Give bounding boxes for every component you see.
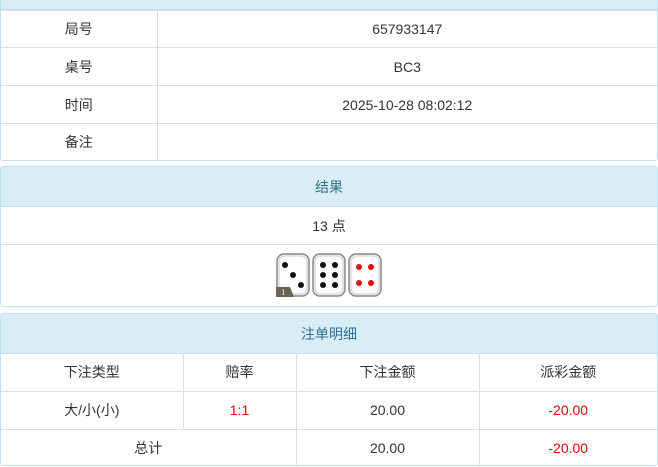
total-row: 总计 20.00 -20.00 [1, 428, 657, 465]
bets-title: 注单明细 [1, 314, 657, 354]
total-amount: 20.00 [295, 428, 480, 465]
label: 时间 [1, 85, 158, 124]
info-panel-header [1, 0, 657, 10]
label: 桌号 [1, 47, 158, 86]
bet-type: 大/小(小) [1, 390, 184, 430]
col-payout: 派彩金额 [478, 354, 657, 392]
time-value: 2025-10-28 08:02:12 [156, 85, 657, 124]
die-3: i [276, 253, 310, 297]
bets-table: 下注类型 赔率 下注金额 派彩金额 大/小(小) 1:1 20.00 -20.0… [1, 354, 657, 465]
result-title: 结果 [1, 167, 657, 207]
info-row-time: 时间 2025-10-28 08:02:12 [1, 85, 657, 124]
result-panel: 结果 13 点 i [0, 166, 658, 307]
dice-row: i [1, 245, 657, 305]
bet-odds: 1:1 [182, 390, 297, 430]
col-type: 下注类型 [1, 354, 184, 392]
col-odds: 赔率 [182, 354, 297, 392]
info-row-round: 局号 657933147 [1, 10, 657, 48]
bets-panel: 注单明细 下注类型 赔率 下注金额 派彩金额 大/小(小) 1:1 20.00 … [0, 313, 658, 466]
info-row-table: 桌号 BC3 [1, 47, 657, 86]
svg-text:i: i [282, 288, 285, 297]
round-number: 657933147 [156, 10, 657, 48]
die-4 [348, 253, 382, 297]
info-row-remark: 备注 [1, 123, 657, 160]
die-6 [312, 253, 346, 297]
col-amount: 下注金额 [295, 354, 480, 392]
info-panel: 局号 657933147 桌号 BC3 时间 2025-10-28 08:02:12 … [0, 0, 658, 161]
total-payout: -20.00 [478, 428, 657, 465]
label: 备注 [1, 123, 158, 160]
result-points: 13 点 [1, 207, 657, 245]
table-row: 大/小(小) 1:1 20.00 -20.00 [1, 390, 657, 430]
table-number: BC3 [156, 47, 657, 86]
remark-value [156, 123, 657, 160]
info-table: 局号 657933147 桌号 BC3 时间 2025-10-28 08:02:12 … [1, 10, 657, 160]
label: 局号 [1, 10, 158, 48]
bet-amount: 20.00 [295, 390, 480, 430]
bets-header-row: 下注类型 赔率 下注金额 派彩金额 [1, 354, 657, 392]
total-label: 总计 [1, 428, 297, 465]
bet-payout: -20.00 [478, 390, 657, 430]
